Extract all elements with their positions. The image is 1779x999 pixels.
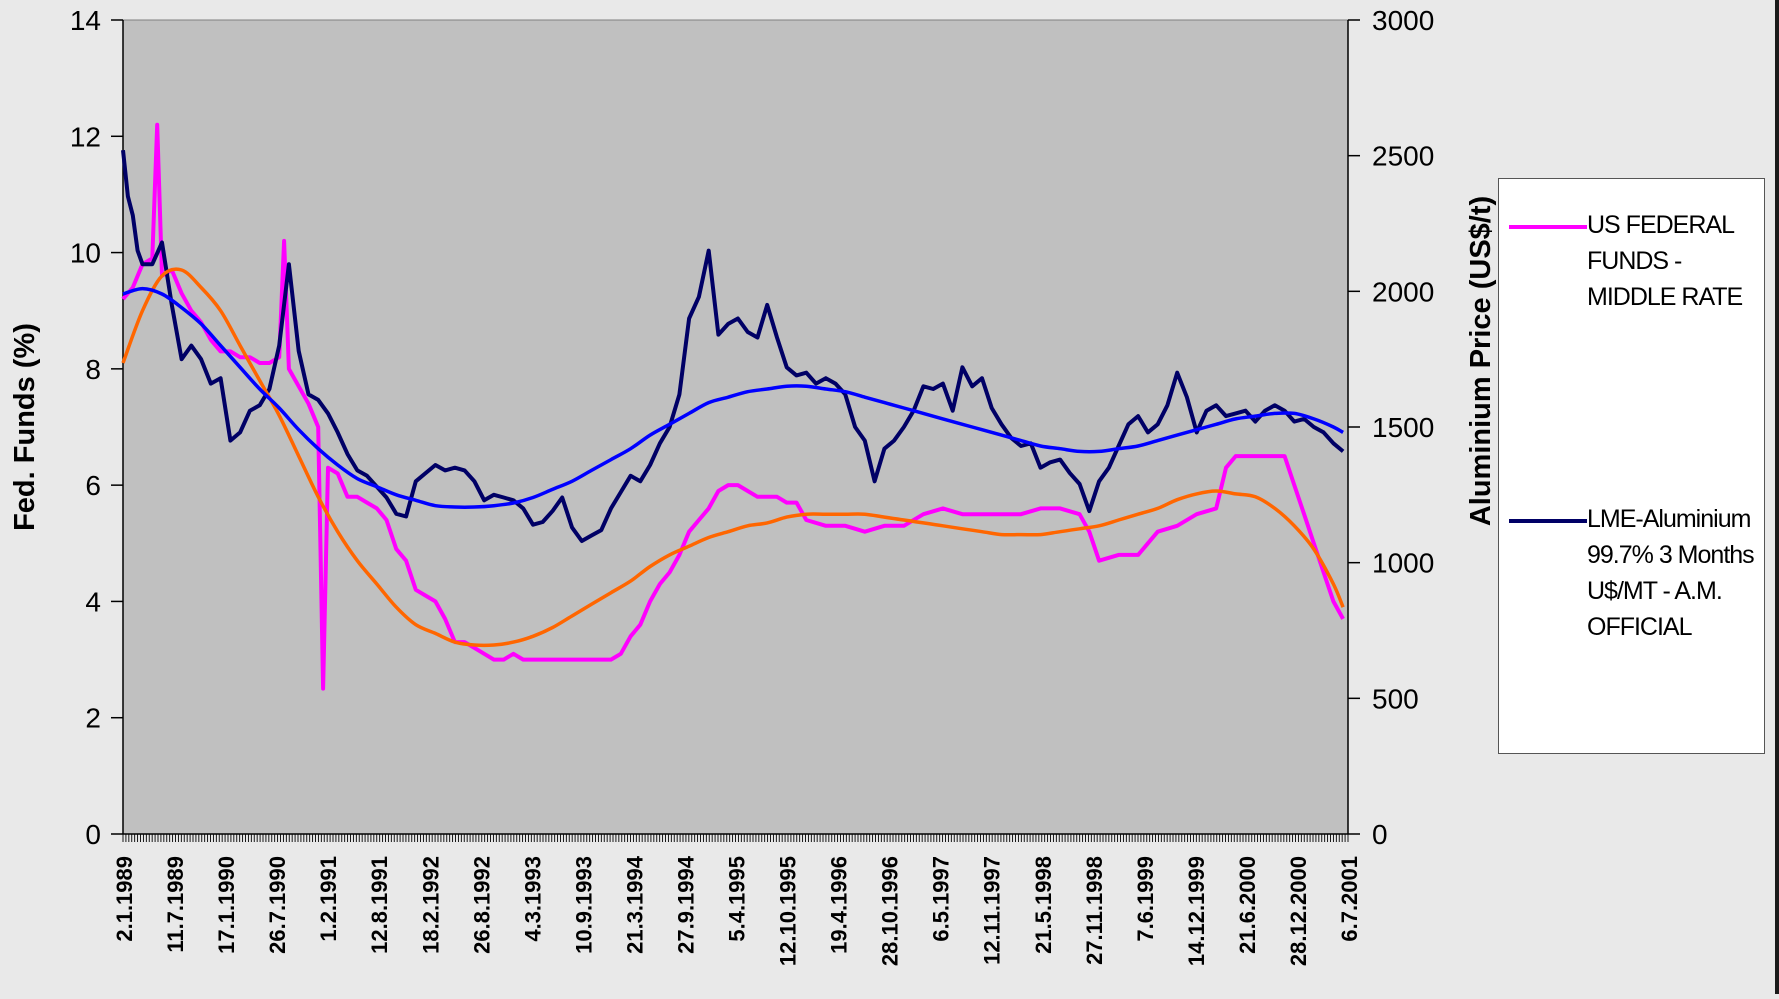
x-tick-label: 28.12.2000 (1286, 856, 1311, 966)
x-tick-label: 21.3.1994 (622, 855, 647, 954)
x-tick-label: 26.8.1992 (469, 856, 494, 954)
y2-tick-label: 2000 (1372, 276, 1434, 307)
legend-label-aluminium: LME-Aluminium 99.7% 3 Months U$/MT - A.M… (1587, 505, 1755, 641)
x-tick-label: 27.9.1994 (673, 855, 698, 954)
y-tick-label: 2 (85, 703, 101, 734)
series-line-aluminium (121, 149, 1345, 543)
x-tick-label: 4.3.1993 (520, 856, 545, 942)
x-tick-label: 28.10.1996 (878, 856, 903, 966)
y2-tick-label: 0 (1372, 819, 1388, 850)
x-tick-label: 18.2.1992 (418, 856, 443, 954)
x-tick-label: 11.7.1989 (163, 856, 188, 953)
x-tick-label: 21.6.2000 (1235, 856, 1260, 954)
x-tick-label: 10.9.1993 (571, 856, 596, 954)
y-tick-label: 10 (70, 238, 101, 269)
y2-tick-label: 500 (1372, 683, 1419, 714)
x-tick-label: 12.10.1995 (776, 856, 801, 966)
x-tick-label: 27.11.1998 (1082, 856, 1107, 965)
y2-tick-label: 1500 (1372, 412, 1434, 443)
y-tick-label: 4 (85, 586, 101, 617)
x-tick-label: 17.1.1990 (214, 856, 239, 954)
trend-line-aluminium (122, 286, 1344, 509)
legend-swatch-aluminium (1509, 519, 1587, 523)
x-tick-label: 5.4.1995 (725, 856, 750, 942)
x-tick-label: 12.8.1991 (367, 856, 392, 954)
y-tick-label: 14 (70, 5, 101, 36)
x-tick-label: 19.4.1996 (827, 856, 852, 954)
x-tick-label: 1.2.1991 (316, 856, 341, 942)
y2-axis-title: Aluminium Price (US$/t) (1465, 196, 1497, 526)
trend-line-fed-funds (121, 267, 1345, 648)
x-tick-label: 12.11.1997 (980, 856, 1005, 965)
x-tick-label: 6.5.1997 (929, 856, 954, 942)
window-edge (1775, 0, 1779, 994)
series-line-fed-funds (121, 122, 1345, 691)
x-tick-label: 26.7.1990 (265, 856, 290, 954)
legend-swatch-fed-funds (1509, 225, 1587, 229)
x-tick-label: 7.6.1999 (1133, 856, 1158, 942)
x-tick-label: 6.7.2001 (1337, 856, 1362, 942)
legend: US FEDERAL FUNDS - MIDDLE RATE LME-Alumi… (1498, 178, 1765, 754)
x-tick-label: 2.1.1989 (112, 856, 137, 942)
y-tick-label: 8 (85, 354, 101, 385)
x-tick-label: 14.12.1999 (1184, 856, 1209, 966)
y2-tick-label: 3000 (1372, 5, 1434, 36)
y2-tick-label: 1000 (1372, 548, 1434, 579)
y-tick-label: 6 (85, 470, 101, 501)
y-axis-title: Fed. Funds (%) (9, 323, 41, 531)
y-tick-label: 12 (70, 121, 101, 152)
plot-area (122, 19, 1349, 835)
y-tick-label: 0 (85, 819, 101, 850)
legend-label-fed-funds: US FEDERAL FUNDS - MIDDLE RATE (1587, 211, 1743, 311)
y2-tick-label: 2500 (1372, 141, 1434, 172)
x-tick-label: 21.5.1998 (1031, 856, 1056, 954)
